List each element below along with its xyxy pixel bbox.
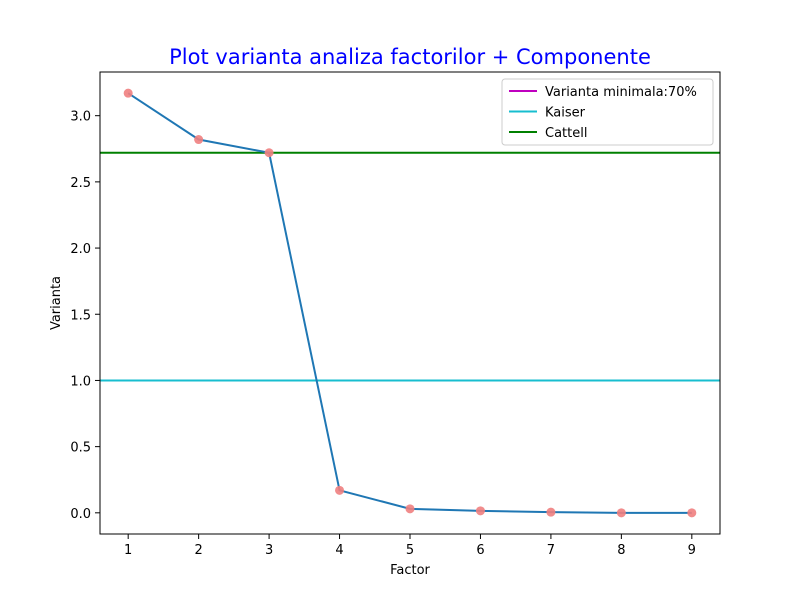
plot-area [100, 88, 720, 518]
y-axis: 0.0 0.5 1.0 1.5 2.0 2.5 3.0 [70, 110, 100, 522]
data-point [687, 508, 697, 518]
x-axis: 1 2 3 4 5 6 7 8 9 [124, 534, 696, 558]
legend: Varianta minimala:70% Kaiser Cattell [501, 78, 714, 146]
x-tick-label: 4 [335, 543, 343, 558]
y-tick-label: 1.0 [70, 374, 91, 389]
y-tick-label: 0.5 [70, 441, 91, 456]
y-tick-label: 1.5 [70, 308, 91, 323]
x-tick-label: 9 [688, 543, 696, 558]
y-tick-label: 2.0 [70, 242, 91, 257]
data-point [123, 88, 133, 98]
chart-title: Plot varianta analiza factorilor + Compo… [169, 45, 651, 69]
data-point [546, 507, 556, 517]
x-tick-label: 1 [124, 543, 132, 558]
x-tick-label: 2 [194, 543, 202, 558]
data-point [194, 135, 204, 145]
data-point [475, 506, 485, 516]
x-tick-label: 7 [547, 543, 555, 558]
x-axis-label: Factor [390, 563, 430, 578]
legend-label: Varianta minimala:70% [545, 85, 697, 100]
legend-box [501, 78, 714, 146]
data-point [405, 504, 415, 514]
legend-label: Cattell [545, 126, 587, 141]
data-point [616, 508, 626, 518]
data-point [264, 148, 274, 158]
legend-label: Kaiser [545, 106, 586, 121]
data-point [335, 485, 345, 495]
y-axis-label: Varianta [49, 276, 64, 330]
y-tick-label: 0.0 [70, 507, 91, 522]
x-tick-label: 8 [617, 543, 625, 558]
x-tick-label: 5 [406, 543, 414, 558]
y-tick-label: 2.5 [70, 176, 91, 191]
x-tick-label: 6 [476, 543, 484, 558]
y-tick-label: 3.0 [70, 110, 91, 125]
x-tick-label: 3 [265, 543, 273, 558]
